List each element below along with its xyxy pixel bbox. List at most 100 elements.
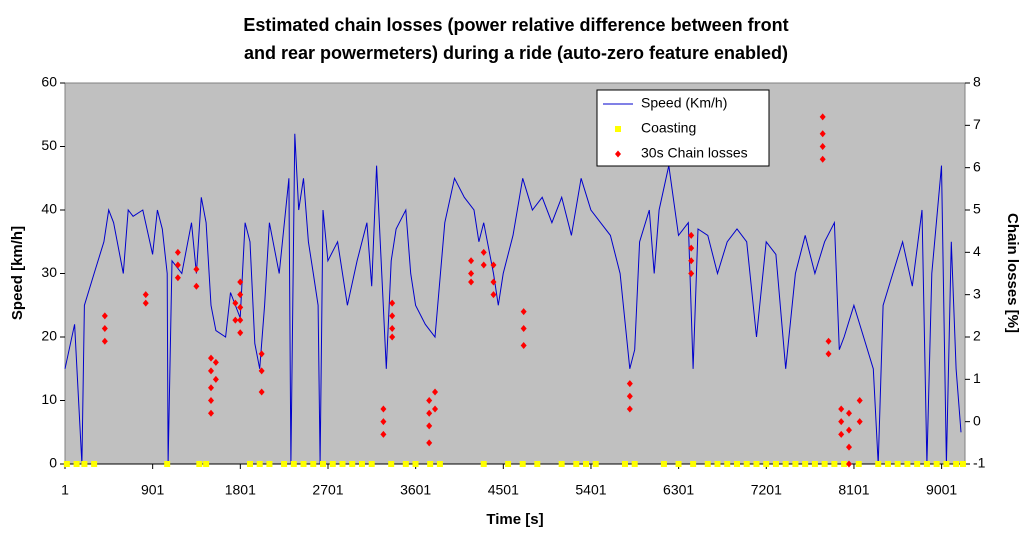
x-tick-label: 4501 [488,482,519,498]
coasting-marker [831,461,838,467]
coasting-marker [704,461,711,467]
chain-loss-marker [208,367,215,375]
chain-loss-marker [174,261,181,269]
x-tick-label: 6301 [663,482,694,498]
coasting-marker [772,461,779,467]
coasting-marker [402,461,409,467]
coasting-marker [203,461,210,467]
chain-loss-marker [380,405,387,413]
chain-loss-marker [845,443,852,451]
y2-tick-label: 6 [973,158,981,174]
x-tick-label: 1 [61,482,69,498]
y-tick-label: 0 [49,455,57,471]
chain-loss-marker [856,397,863,404]
y2-tick-label: -1 [973,455,986,471]
x-tick-label: 901 [141,482,165,498]
coasting-marker [724,461,731,467]
coasting-marker [884,461,891,467]
chain-loss-marker [838,418,845,426]
coasting-marker [427,461,434,467]
coasting-marker [743,461,750,467]
y-tick-label: 10 [41,391,57,407]
coasting-marker [300,461,307,467]
chain-loss-marker [426,397,433,404]
chain-loss-marker [432,388,439,396]
chain-loss-marker [468,270,475,277]
coasting-marker [714,461,721,467]
x-tick-label: 2701 [312,482,343,498]
chain-loss-marker [174,248,181,256]
coasting-marker [894,461,901,467]
chain-loss-marker [389,312,396,320]
chain-loss-marker [389,299,396,307]
x-tick-label: 3601 [400,482,431,498]
coasting-marker [534,461,541,467]
chain-loss-marker [838,405,845,413]
coasting-marker [782,461,789,467]
coasting-marker [505,461,512,467]
chain-loss-marker [838,430,845,438]
y2-tick-label: 0 [973,412,981,428]
y-tick-label: 30 [41,264,57,280]
speed-line [64,133,962,465]
coasting-marker [933,461,940,467]
x-tick-label: 5401 [575,482,606,498]
chain-loss-marker [626,380,633,388]
x-tick-label: 8101 [838,482,869,498]
coasting-marker [953,461,960,467]
coasting-marker [802,461,809,467]
coasting-marker [349,461,356,467]
coasting-marker [558,461,565,467]
coasting-marker [329,461,336,467]
y2-tick-label: 1 [973,370,981,386]
chain-loss-marker [825,350,832,358]
coasting-marker [388,461,395,467]
chain-loss-marker [101,337,108,345]
chain-loss-marker [626,405,633,413]
coasting-marker [753,461,760,467]
coasting-marker [904,461,911,467]
chain-loss-marker [389,325,396,333]
coasting-marker [63,461,70,467]
coasting-marker [266,461,273,467]
chain-loss-marker [426,439,433,447]
chain-loss-marker [101,325,108,333]
x-tick-label: 7201 [751,482,782,498]
chain-loss-marker [101,312,108,320]
chain-loss-marker [480,248,487,256]
chain-loss-marker [490,291,497,299]
coasting-marker [675,461,682,467]
y2-tick-label: 2 [973,328,981,344]
chain-loss-marker [208,409,215,417]
coasting-marker [246,461,253,467]
coasting-marker [841,461,848,467]
coasting-marker [290,461,297,467]
chain-loss-marker [237,291,244,299]
y-tick-label: 20 [41,328,57,344]
chain-loss-marker [819,143,826,150]
chain-loss-marker [426,409,433,417]
coasting-marker [621,461,628,467]
coasting-marker [573,461,580,467]
chain-loss-marker [232,299,239,307]
x-axis-label: Time [s] [486,511,543,528]
y-axis-label: Speed [km/h] [9,226,26,320]
chain-loss-marker [208,354,215,362]
chain-loss-marker [237,278,244,286]
chain-loss-marker [232,316,239,324]
chain-loss-marker [688,231,695,239]
chain-loss-marker [688,244,695,252]
coasting-marker [339,461,346,467]
coasting-marker [914,461,921,467]
legend-swatch [615,150,621,158]
chain-loss-marker [380,418,387,426]
coasting-marker [91,461,98,467]
chart-title: Estimated chain losses (power relative d… [243,15,788,35]
coasting-marker [821,461,828,467]
coasting-marker [368,461,375,467]
x-tick-label: 9001 [926,482,957,498]
chain-loss-marker [845,426,852,434]
chain-loss-marker [520,325,527,333]
coasting-marker [875,461,882,467]
